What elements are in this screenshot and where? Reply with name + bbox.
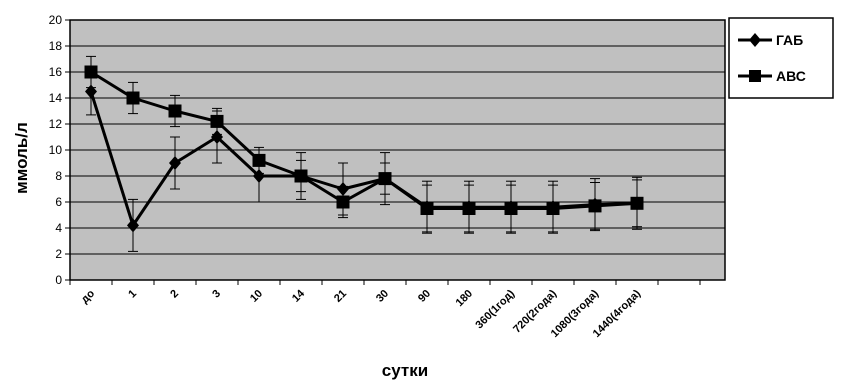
x-tick-label: 1 bbox=[126, 288, 139, 301]
data-point-square bbox=[84, 65, 98, 79]
data-point-diamond bbox=[169, 156, 181, 170]
x-tick-label: 360(1год) bbox=[473, 287, 517, 331]
gridlines bbox=[70, 45, 725, 255]
series-layer bbox=[84, 55, 644, 252]
data-point-square bbox=[210, 114, 224, 128]
y-tick-label: 20 bbox=[49, 13, 63, 27]
data-point-square bbox=[294, 169, 308, 183]
data-point-square bbox=[252, 153, 266, 167]
data-point-square bbox=[420, 202, 434, 215]
data-point-diamond bbox=[211, 130, 223, 144]
x-tick-label: 30 bbox=[374, 288, 391, 305]
legend-marker-diamond bbox=[749, 33, 761, 47]
x-tick-label: 3 bbox=[210, 288, 223, 301]
y-tick-label: 8 bbox=[55, 169, 62, 183]
y-tick-label: 14 bbox=[49, 91, 63, 105]
y-tick-label: 12 bbox=[49, 117, 63, 131]
legend-marker-square bbox=[749, 70, 761, 82]
legend-item: ГАБ bbox=[738, 32, 803, 48]
x-axis-title: сутки bbox=[382, 361, 428, 380]
data-point-diamond bbox=[253, 169, 265, 183]
y-tick-label: 6 bbox=[55, 195, 62, 209]
legend-box bbox=[728, 17, 834, 99]
y-tick-label: 4 bbox=[55, 221, 62, 235]
series-2 bbox=[84, 55, 644, 233]
data-point-diamond bbox=[127, 218, 139, 233]
x-tick-label: 14 bbox=[290, 287, 308, 305]
x-tick-label: 21 bbox=[332, 288, 349, 305]
x-tick-label: 180 bbox=[454, 288, 475, 309]
y-tick-label: 10 bbox=[49, 143, 63, 157]
x-axis-tick-labels: до 1 2 3 10 14 21 30 90 180360(1год)720(2года)108… bbox=[69, 280, 701, 340]
data-point-square bbox=[630, 196, 644, 210]
data-point-square bbox=[546, 202, 560, 215]
y-tick-label: 18 bbox=[49, 39, 63, 53]
x-tick-label: 10 bbox=[248, 288, 265, 305]
series-line bbox=[90, 70, 638, 210]
y-tick-label: 16 bbox=[49, 65, 63, 79]
y-axis-tick-labels: 0 2 4 6 8 10 12 14 16 18 20 bbox=[49, 13, 70, 287]
y-tick-label: 0 bbox=[55, 273, 62, 287]
data-point-square bbox=[462, 202, 476, 215]
legend-label: ГАБ bbox=[776, 32, 803, 48]
data-point-square bbox=[336, 195, 350, 209]
legend-item: АВС bbox=[738, 68, 806, 84]
data-point-square bbox=[168, 104, 182, 118]
y-axis-title: ммоль/л bbox=[12, 122, 31, 194]
data-point-square bbox=[126, 91, 140, 105]
x-tick-label: 2 bbox=[168, 288, 181, 301]
data-point-square bbox=[378, 172, 392, 186]
data-point-square bbox=[504, 202, 518, 215]
x-tick-label: 90 bbox=[416, 288, 433, 305]
legend-label: АВС bbox=[776, 68, 806, 84]
legend: ГАБ АВС bbox=[728, 17, 834, 99]
y-tick-label: 2 bbox=[55, 247, 62, 261]
data-point-square bbox=[588, 199, 602, 213]
x-tick-label: до bbox=[79, 287, 97, 305]
